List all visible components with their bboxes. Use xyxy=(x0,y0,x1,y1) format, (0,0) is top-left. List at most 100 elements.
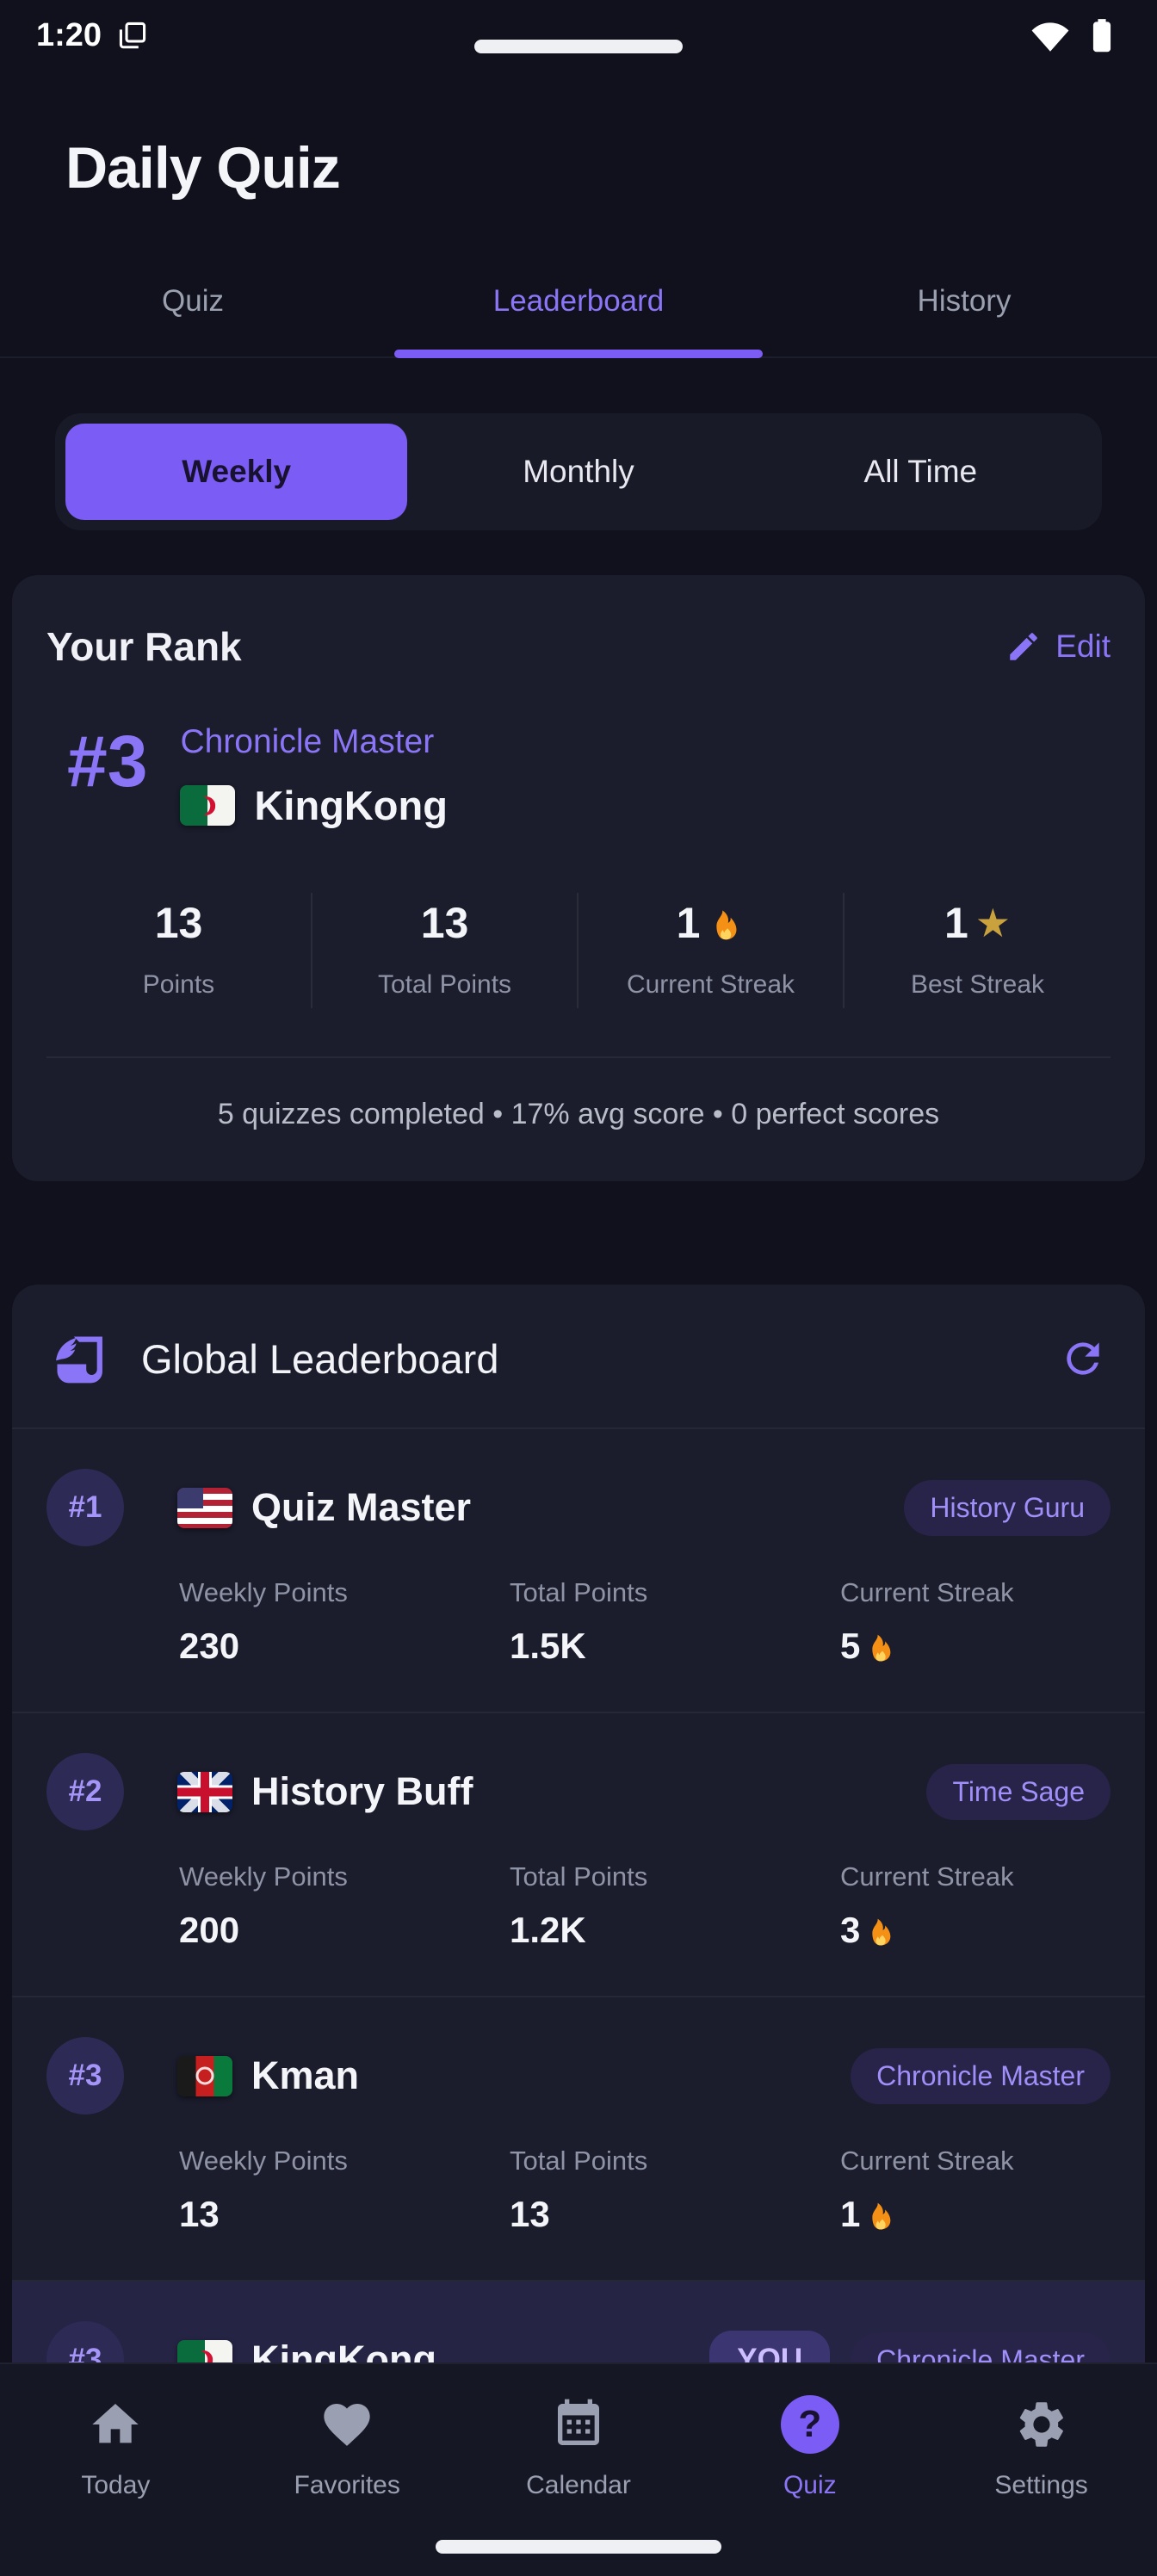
nav-quiz-label: Quiz xyxy=(783,2471,837,2499)
stat-points: 13 Points xyxy=(46,893,312,1009)
nav-settings[interactable]: Settings xyxy=(925,2397,1157,2576)
tab-quiz-label: Quiz xyxy=(162,284,224,319)
total-points-label: Total Points xyxy=(510,1577,648,1608)
stat-best-streak: 1 Best Streak xyxy=(845,893,1111,1008)
stat-points-label: Points xyxy=(142,970,215,1000)
home-indicator[interactable] xyxy=(436,2540,721,2554)
weekly-points-label: Weekly Points xyxy=(179,1861,348,1892)
total-points-value: 13 xyxy=(510,2194,550,2235)
total-points-cell: Total Points 13 xyxy=(510,2146,840,2235)
period-alltime[interactable]: All Time xyxy=(750,424,1092,520)
tab-leaderboard[interactable]: Leaderboard xyxy=(386,255,771,359)
tab-bar: Quiz Leaderboard History xyxy=(0,255,1157,359)
stat-total-points-value: 13 xyxy=(420,899,469,948)
calendar-icon xyxy=(557,2399,599,2445)
screen-cast-icon xyxy=(119,22,146,49)
stat-current-streak-label: Current Streak xyxy=(626,970,795,1000)
nav-today[interactable]: Today xyxy=(0,2397,232,2576)
current-streak-value: 3 xyxy=(840,1910,861,1951)
wifi-icon xyxy=(1031,22,1069,52)
gear-icon xyxy=(1019,2402,1063,2447)
period-alltime-label: All Time xyxy=(863,454,978,490)
current-streak-cell: Current Streak 5 xyxy=(840,1577,1111,1667)
current-streak-label: Current Streak xyxy=(840,2146,1014,2177)
your-rank-card: Your Rank Edit #3 Chronicle Master KingK… xyxy=(12,575,1145,1182)
tier-badge: History Guru xyxy=(904,1479,1111,1536)
edit-button[interactable]: Edit xyxy=(1005,629,1111,665)
refresh-button[interactable] xyxy=(1059,1334,1107,1383)
question-icon xyxy=(780,2395,839,2454)
period-weekly-label: Weekly xyxy=(182,454,292,490)
weekly-points-value: 230 xyxy=(179,1625,240,1667)
nav-settings-label: Settings xyxy=(994,2471,1088,2499)
weekly-points-cell: Weekly Points 200 xyxy=(179,1861,510,1951)
weekly-points-cell: Weekly Points 13 xyxy=(179,2146,510,2235)
quill-scroll-icon xyxy=(56,1336,102,1384)
current-streak-cell: Current Streak 3 xyxy=(840,1861,1111,1951)
page-title: Daily Quiz xyxy=(65,135,341,201)
total-points-cell: Total Points 1.2K xyxy=(510,1861,840,1951)
heart-icon xyxy=(324,2404,370,2446)
stat-current-streak: 1 Current Streak xyxy=(578,893,845,1009)
stat-total-points: 13 Total Points xyxy=(312,893,578,1009)
nav-favorites[interactable]: Favorites xyxy=(232,2397,463,2576)
period-monthly-label: Monthly xyxy=(523,454,634,490)
fire-icon xyxy=(716,910,737,940)
nav-quiz[interactable]: Quiz xyxy=(694,2395,925,2576)
weekly-points-value: 200 xyxy=(179,1910,240,1951)
period-monthly[interactable]: Monthly xyxy=(407,424,749,520)
current-streak-value: 1 xyxy=(840,2194,861,2235)
home-icon xyxy=(92,2404,139,2443)
weekly-points-label: Weekly Points xyxy=(179,1577,348,1608)
your-rank-number: #3 xyxy=(67,721,148,802)
nav-quiz-label: Calendar xyxy=(526,2471,631,2499)
nav-today-label: Today xyxy=(81,2471,151,2499)
period-weekly[interactable]: Weekly xyxy=(65,424,408,521)
leaderboard-row-2[interactable]: #2 History Buff Time Sage Weekly Points … xyxy=(12,1713,1145,1998)
stat-points-value: 13 xyxy=(154,899,203,948)
nav-favorites-label: Favorites xyxy=(294,2471,400,2499)
star-icon xyxy=(975,903,1011,943)
fire-icon xyxy=(872,1918,891,1946)
player-name: Quiz Master xyxy=(251,1485,472,1530)
clock: 1:20 xyxy=(36,16,102,53)
total-points-value: 1.5K xyxy=(510,1625,586,1667)
country-flag xyxy=(177,1771,232,1812)
nav-calendar[interactable]: Calendar xyxy=(463,2397,695,2576)
weekly-points-value: 13 xyxy=(179,2194,220,2235)
current-streak-label: Current Streak xyxy=(840,1861,1014,1892)
battery-icon xyxy=(1092,19,1111,53)
quiz-summary: 5 quizzes completed • 17% avg score • 0 … xyxy=(46,1056,1111,1181)
leaderboard-row-3[interactable]: #3 Kman Chronicle Master Weekly Points 1… xyxy=(12,1997,1145,2282)
leaderboard-row-1[interactable]: #1 Quiz Master History Guru Weekly Point… xyxy=(12,1429,1145,1714)
current-streak-value: 5 xyxy=(840,1625,861,1667)
tier-badge: Chronicle Master xyxy=(851,2047,1111,2104)
fire-icon xyxy=(872,2202,891,2230)
your-rank-stats: 13 Points 13 Total Points 1 Current Stre… xyxy=(46,893,1111,1009)
username: KingKong xyxy=(254,783,448,829)
rank-badge: #1 xyxy=(46,1469,124,1547)
your-rank-title: Your Rank xyxy=(46,624,242,670)
stat-best-streak-value: 1 xyxy=(944,899,968,948)
edit-label: Edit xyxy=(1055,629,1111,665)
pencil-icon xyxy=(1010,633,1037,660)
player-name: Kman xyxy=(251,2053,360,2098)
weekly-points-label: Weekly Points xyxy=(179,2146,348,2177)
status-bar: 1:20 xyxy=(0,0,1157,71)
rank-badge: #2 xyxy=(46,1753,124,1831)
tab-history[interactable]: History xyxy=(771,255,1157,356)
camera-cutout xyxy=(474,40,683,53)
stat-current-streak-value: 1 xyxy=(676,899,701,948)
country-flag xyxy=(180,785,236,827)
current-streak-cell: Current Streak 1 xyxy=(840,2146,1111,2235)
total-points-label: Total Points xyxy=(510,2146,648,2177)
tier-badge: Time Sage xyxy=(926,1763,1111,1820)
fire-icon xyxy=(872,1634,891,1662)
leaderboard-title: Global Leaderboard xyxy=(141,1335,499,1382)
tab-quiz[interactable]: Quiz xyxy=(0,255,386,356)
refresh-icon xyxy=(1067,1342,1099,1375)
stat-best-streak-label: Best Streak xyxy=(910,970,1045,1000)
total-points-label: Total Points xyxy=(510,1861,648,1892)
current-streak-label: Current Streak xyxy=(840,1577,1014,1608)
